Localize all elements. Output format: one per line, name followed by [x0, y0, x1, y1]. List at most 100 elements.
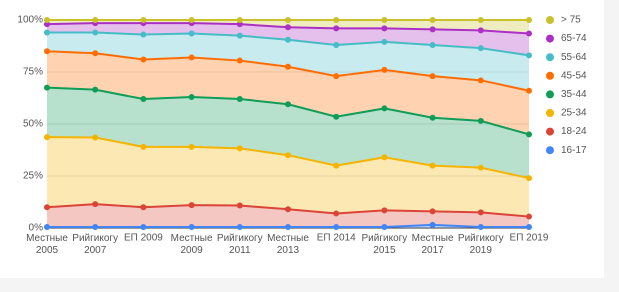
point [44, 29, 50, 36]
point [526, 131, 532, 138]
legend-marker [546, 16, 554, 24]
legend-label: 25-34 [561, 108, 587, 119]
legend-marker [546, 34, 554, 43]
point [477, 45, 484, 52]
y-tick-label: 0% [29, 223, 44, 234]
point [188, 143, 195, 150]
legend-marker [546, 53, 554, 62]
point [236, 96, 243, 103]
point [236, 202, 243, 209]
point [526, 223, 532, 230]
point [44, 17, 50, 23]
point [477, 164, 484, 171]
y-tick-label: 50% [23, 119, 43, 130]
point [188, 202, 195, 209]
point [333, 210, 340, 217]
point [44, 204, 50, 211]
legend-label: 65-74 [561, 33, 587, 44]
point [92, 29, 99, 36]
point [285, 206, 291, 213]
legend-marker [546, 90, 554, 99]
point [429, 221, 436, 228]
point [333, 223, 340, 230]
point [188, 54, 195, 61]
point [477, 117, 484, 124]
point [285, 36, 291, 43]
point [188, 17, 195, 23]
point [333, 113, 340, 120]
point [526, 213, 532, 220]
point [140, 204, 147, 211]
area [47, 204, 529, 227]
point [477, 77, 484, 84]
point [92, 223, 99, 230]
legend-marker [546, 71, 554, 80]
point [92, 17, 99, 23]
legend-label: > 75 [561, 15, 581, 26]
point [477, 17, 484, 23]
point [429, 114, 436, 121]
point [285, 101, 291, 108]
point [236, 21, 243, 28]
point [140, 31, 147, 38]
point [526, 17, 532, 23]
point [140, 56, 147, 63]
x-tick-label: ЕП 2019 [510, 233, 549, 244]
point [140, 96, 147, 103]
y-tick-label: 25% [23, 171, 43, 182]
point [429, 73, 436, 80]
x-tick-label: Рийгикогу 2007 [72, 233, 118, 256]
point [381, 17, 388, 23]
point [236, 32, 243, 39]
point [429, 208, 436, 215]
point [429, 26, 436, 33]
point [188, 30, 195, 37]
point [188, 223, 195, 230]
y-tick-label: 100% [17, 15, 43, 26]
point [285, 152, 291, 159]
point [236, 223, 243, 230]
x-tick-label: Местные 2013 [267, 233, 309, 256]
legend-label: 18-24 [561, 126, 587, 137]
point [92, 201, 99, 208]
x-tick-label: Рийгикогу 2019 [458, 233, 504, 256]
x-tick-label: Рийгикогу 2011 [217, 233, 263, 256]
point [92, 50, 99, 57]
x-tick-label: ЕП 2014 [317, 233, 356, 244]
point [44, 134, 50, 141]
area [47, 137, 529, 217]
x-tick-label: Местные 2017 [412, 233, 454, 256]
point [333, 17, 340, 23]
point [333, 25, 340, 32]
point [381, 207, 388, 214]
point [285, 223, 291, 230]
point [429, 17, 436, 23]
point [44, 84, 50, 91]
point [140, 223, 147, 230]
area [47, 87, 529, 179]
point [236, 145, 243, 152]
x-tick-label: Рийгикогу 2015 [362, 233, 408, 256]
point [381, 154, 388, 161]
point [236, 17, 243, 23]
x-tick-label: ЕП 2009 [124, 233, 163, 244]
point [188, 93, 195, 100]
point [429, 162, 436, 169]
legend-label: 16-17 [561, 145, 587, 156]
point [285, 24, 291, 31]
point [526, 52, 532, 59]
point [429, 41, 436, 48]
point [44, 48, 50, 55]
point [92, 134, 99, 141]
point [44, 223, 50, 230]
legend-label: 35-44 [561, 89, 587, 100]
point [381, 25, 388, 32]
point [333, 73, 340, 80]
point [381, 66, 388, 73]
point [285, 63, 291, 70]
point [477, 209, 484, 216]
point [477, 27, 484, 34]
point [477, 223, 484, 230]
y-tick-label: 75% [23, 67, 43, 78]
